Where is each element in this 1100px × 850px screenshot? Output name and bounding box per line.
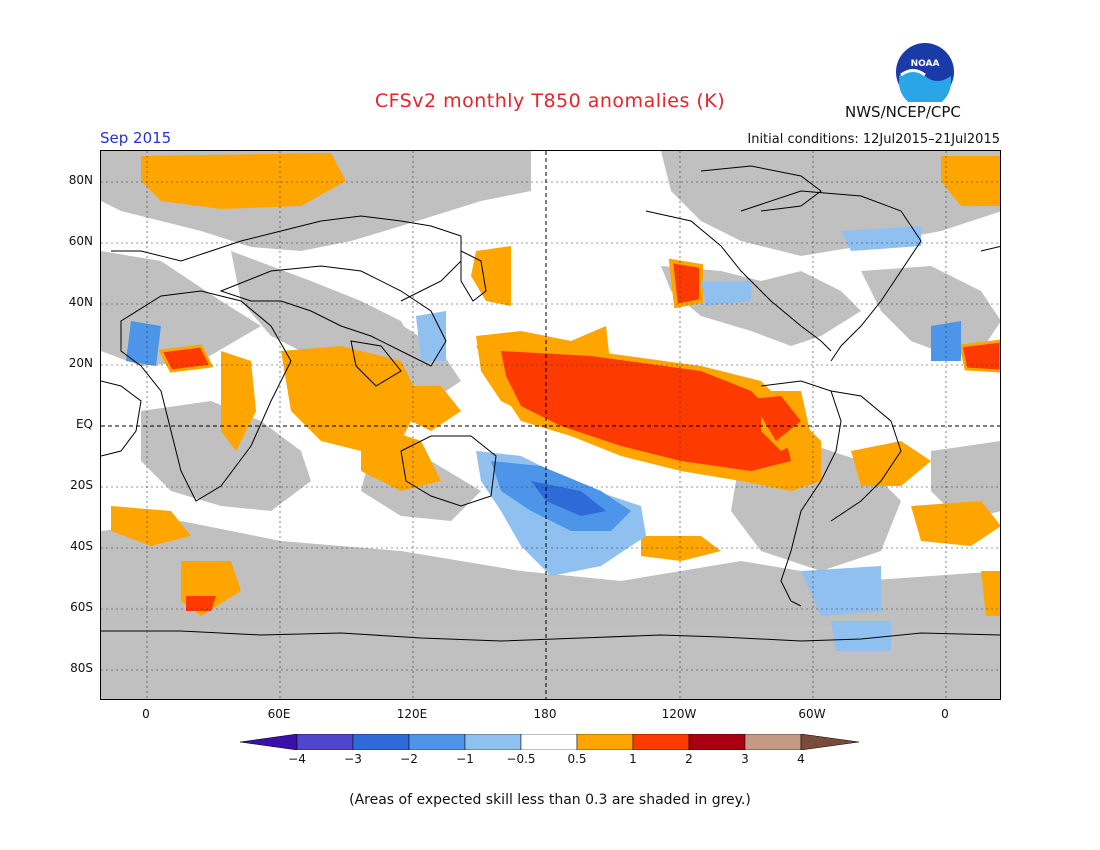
colorbar-label: 0.5 bbox=[567, 752, 587, 766]
x-tick-120w: 120W bbox=[661, 707, 697, 721]
colorbar-bin bbox=[576, 733, 634, 751]
colorbar-bin bbox=[239, 733, 298, 751]
colorbar-bin bbox=[296, 733, 354, 751]
y-tick-20n: 20N bbox=[68, 356, 93, 370]
colorbar-bin bbox=[632, 733, 690, 751]
colorbar-label: −3 bbox=[344, 752, 362, 766]
y-tick-80n: 80N bbox=[68, 173, 93, 187]
logo-text: NOAA bbox=[911, 59, 940, 69]
colorbar-label: 4 bbox=[797, 752, 805, 766]
y-tick-20s: 20S bbox=[70, 478, 93, 492]
x-tick-120e: 120E bbox=[396, 707, 428, 721]
colorbar-label: 2 bbox=[685, 752, 693, 766]
agency-label: NWS/NCEP/CPC bbox=[845, 103, 961, 121]
colorbar-bin bbox=[520, 733, 578, 751]
noaa-logo-icon: NOAA bbox=[895, 42, 955, 108]
colorbar-bin bbox=[800, 733, 860, 751]
colorbar-bin bbox=[408, 733, 466, 751]
y-tick-40s: 40S bbox=[70, 539, 93, 553]
colorbar-label: 1 bbox=[629, 752, 637, 766]
map-title: CFSv2 monthly T850 anomalies (K) bbox=[374, 90, 726, 112]
colorbar bbox=[239, 733, 860, 751]
initial-conditions-label: Initial conditions: 12Jul2015–21Jul2015 bbox=[747, 132, 1000, 147]
cool-anomaly-regions bbox=[126, 226, 961, 651]
valid-month-label: Sep 2015 bbox=[100, 129, 172, 147]
coastlines bbox=[101, 165, 1000, 642]
y-tick-60s: 60S bbox=[70, 600, 93, 614]
y-tick-80s: 80S bbox=[70, 661, 93, 675]
colorbar-label: −1 bbox=[456, 752, 474, 766]
x-tick-0-right: 0 bbox=[941, 707, 949, 721]
colorbar-bin bbox=[352, 733, 410, 751]
equator-dateline bbox=[101, 151, 1000, 699]
y-tick-eq: EQ bbox=[75, 417, 93, 431]
warm-anomaly-regions bbox=[111, 153, 1000, 616]
colorbar-label: −4 bbox=[288, 752, 306, 766]
skill-footnote: (Areas of expected skill less than 0.3 a… bbox=[349, 792, 751, 808]
colorbar-bin bbox=[464, 733, 522, 751]
x-tick-60e: 60E bbox=[267, 707, 291, 721]
colorbar-label: −2 bbox=[400, 752, 418, 766]
y-tick-60n: 60N bbox=[68, 234, 93, 248]
x-tick-60w: 60W bbox=[798, 707, 826, 721]
colorbar-label: 3 bbox=[741, 752, 749, 766]
colorbar-label: −0.5 bbox=[506, 752, 536, 766]
colorbar-bin bbox=[688, 733, 746, 751]
y-tick-40n: 40N bbox=[68, 295, 93, 309]
x-tick-180: 180 bbox=[533, 707, 557, 721]
anomaly-map bbox=[100, 150, 1001, 700]
x-tick-0-left: 0 bbox=[142, 707, 150, 721]
colorbar-bin bbox=[744, 733, 802, 751]
